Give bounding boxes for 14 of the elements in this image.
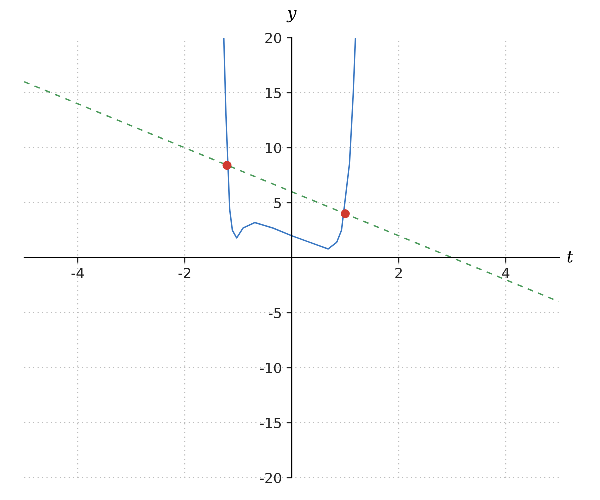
x-tick-label: -4: [72, 268, 84, 278]
x-tick-label: 4: [502, 268, 510, 278]
y-axis-title: y: [286, 10, 297, 23]
y-tick-label: -15: [260, 418, 282, 428]
y-tick-label: 20: [266, 32, 282, 44]
y-tick-label: 10: [266, 142, 282, 154]
y-tick-label: 5: [274, 198, 282, 208]
y-tick-label: -10: [260, 362, 282, 374]
x-tick-label: -2: [178, 268, 191, 278]
x-tick-label: 2: [396, 268, 402, 278]
y-tick-label: -20: [260, 472, 282, 484]
y-tick-label: -5: [269, 308, 282, 318]
x-axis-title: t: [568, 251, 574, 263]
y-tick-label: 15: [266, 88, 282, 98]
